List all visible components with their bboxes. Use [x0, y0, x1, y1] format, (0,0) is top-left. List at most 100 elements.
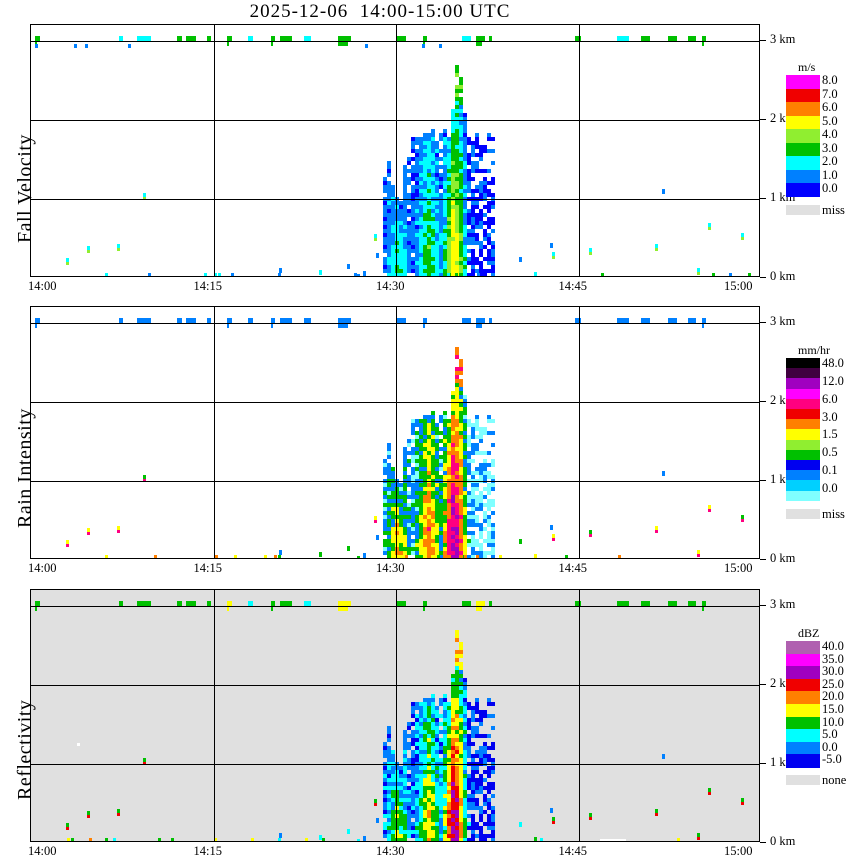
- y-tick-mark: [760, 277, 766, 278]
- gridline-vertical: [214, 25, 215, 276]
- x-tick-label: 14:30: [376, 844, 405, 858]
- y-tick-mark: [760, 198, 766, 199]
- colorbar-swatch: [786, 716, 820, 730]
- gridline-horizontal: [31, 402, 759, 403]
- x-tick-label: 14:15: [193, 844, 222, 858]
- colorbar-missing-swatch: [786, 204, 820, 215]
- colorbar-missing-label: none: [822, 773, 847, 787]
- colorbar-swatch: [786, 729, 820, 743]
- colorbar-swatch: [786, 358, 820, 369]
- colorbar-tick-label: 20.0: [822, 689, 844, 704]
- colorbar-tick-label: 4.0: [822, 127, 838, 141]
- colorbar-swatch: [786, 115, 820, 130]
- colorbar-tick-label: 2.0: [822, 154, 838, 168]
- x-tick-label: 15:00: [724, 561, 753, 575]
- colorbar-swatch: [786, 183, 820, 198]
- gridline-vertical: [214, 590, 215, 841]
- gridline-vertical: [579, 25, 580, 276]
- colorbar-swatch: [786, 470, 820, 481]
- y-tick-label: 0 km: [770, 551, 796, 565]
- gridline-vertical: [396, 590, 397, 841]
- colorbar-tick-label: 10.0: [822, 714, 844, 729]
- y-tick-mark: [760, 684, 766, 685]
- plot-area-rain-intensity[interactable]: [30, 306, 760, 559]
- colorbar-tick-label: -5.0: [822, 752, 842, 767]
- y-tick-mark: [760, 480, 766, 481]
- colorbar-swatch: [786, 480, 820, 492]
- y-tick-mark: [760, 559, 766, 560]
- y-tick-mark: [760, 401, 766, 402]
- colorbar-tick-label: 48.0: [822, 356, 844, 370]
- colorbar-tick-label: 0.0: [822, 181, 838, 195]
- colorbar-swatch: [786, 409, 820, 420]
- x-tick-label: 14:15: [193, 561, 222, 575]
- colorbar-tick-label: 6.0: [822, 391, 838, 406]
- gridline-horizontal: [31, 685, 759, 686]
- plot-area-reflectivity[interactable]: [30, 589, 760, 842]
- panel-label-rain-intensity: Rain Intensity: [14, 408, 36, 528]
- panel-label-fall-velocity: Fall Velocity: [14, 134, 36, 243]
- gridline-horizontal: [31, 481, 759, 482]
- colorbar-tick-label: 5.0: [822, 113, 838, 128]
- data-layer-fall-velocity: [31, 25, 759, 276]
- colorbar-swatch: [786, 419, 820, 430]
- y-tick-label: 3 km: [770, 31, 796, 46]
- colorbar-missing-label: miss: [822, 506, 845, 521]
- colorbar-swatch: [786, 704, 820, 718]
- x-tick-label: 14:45: [558, 561, 587, 575]
- colorbar-tick-label: 0.0: [822, 480, 838, 495]
- colorbar-unit-label: m/s: [798, 60, 816, 74]
- colorbar-missing-label: miss: [822, 202, 845, 217]
- panel-reflectivity: [30, 589, 760, 842]
- colorbar-tick-label: 0.1: [822, 463, 838, 478]
- colorbar-tick-label: 15.0: [822, 702, 844, 716]
- data-layer-reflectivity: [31, 590, 759, 841]
- x-tick-label: 15:00: [724, 279, 753, 293]
- colorbar-swatch: [786, 429, 820, 441]
- x-tick-label: 14:45: [558, 279, 587, 293]
- colorbar-tick-label: 0.5: [822, 445, 838, 460]
- colorbar-unit-label: mm/hr: [798, 343, 830, 357]
- colorbar-swatch: [786, 678, 820, 692]
- x-tick-label: 14:00: [28, 844, 57, 858]
- plot-area-fall-velocity[interactable]: [30, 24, 760, 277]
- gridline-horizontal: [31, 764, 759, 765]
- y-tick-label: 0 km: [770, 834, 796, 848]
- y-tick-mark: [760, 119, 766, 120]
- colorbar-tick-label: 7.0: [822, 86, 838, 101]
- gridline-vertical: [579, 590, 580, 841]
- y-tick-mark: [760, 763, 766, 764]
- colorbar-tick-label: 1.0: [822, 167, 838, 182]
- colorbar-swatch: [786, 641, 820, 655]
- colorbar-swatch: [786, 142, 820, 157]
- y-tick-label: 3 km: [770, 596, 796, 611]
- x-tick-label: 14:00: [28, 561, 57, 575]
- colorbar-swatch: [786, 102, 820, 117]
- colorbar-swatch: [786, 398, 820, 410]
- colorbar-swatch: [786, 388, 820, 400]
- colorbar-swatch: [786, 691, 820, 705]
- gridline-vertical: [214, 307, 215, 558]
- colorbar-unit-label: dBZ: [798, 626, 820, 640]
- colorbar-swatch: [786, 490, 820, 502]
- colorbar-swatch: [786, 129, 820, 144]
- gridline-horizontal: [31, 41, 759, 42]
- gridline-vertical: [396, 307, 397, 558]
- colorbar-swatch: [786, 754, 820, 768]
- x-tick-label: 14:30: [376, 279, 405, 293]
- colorbar-swatch: [786, 156, 820, 171]
- colorbar-swatch: [786, 88, 820, 103]
- colorbar-swatch: [786, 741, 820, 755]
- y-tick-label: 0 km: [770, 269, 796, 283]
- panel-rain-intensity: [30, 306, 760, 559]
- colorbar-tick-label: 40.0: [822, 639, 844, 653]
- colorbar-tick-label: 12.0: [822, 373, 844, 388]
- y-tick-mark: [760, 605, 766, 606]
- colorbar-swatch: [786, 169, 820, 184]
- colorbar-tick-label: 5.0: [822, 727, 838, 742]
- y-tick-mark: [760, 842, 766, 843]
- panel-label-reflectivity: Reflectivity: [14, 699, 36, 800]
- x-tick-label: 15:00: [724, 844, 753, 858]
- y-tick-mark: [760, 322, 766, 323]
- gridline-horizontal: [31, 323, 759, 324]
